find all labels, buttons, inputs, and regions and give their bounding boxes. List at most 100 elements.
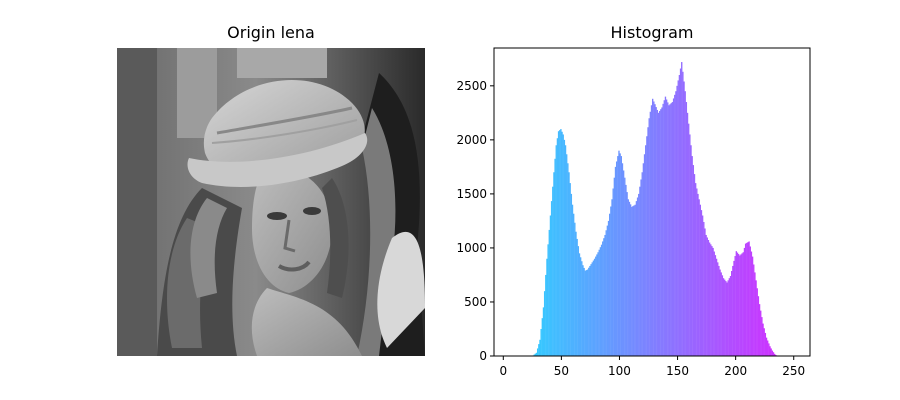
histogram-bar xyxy=(534,353,537,356)
histogram-bar xyxy=(689,134,691,356)
histogram-bar xyxy=(770,348,772,356)
histogram-bar xyxy=(715,258,718,356)
histogram-bar xyxy=(552,186,554,356)
histogram-bar xyxy=(611,199,613,356)
y-tick-label: 2000 xyxy=(456,133,487,147)
histogram-bar xyxy=(773,353,776,356)
histogram-bar xyxy=(560,129,562,356)
histogram-bar xyxy=(634,204,636,356)
histogram-bar xyxy=(669,104,671,356)
x-tick-label: 0 xyxy=(499,364,507,378)
histogram-bar xyxy=(600,244,603,356)
histogram-bar xyxy=(750,251,753,356)
histogram-bar xyxy=(722,278,725,356)
histogram-bar xyxy=(694,183,697,356)
histogram-bar xyxy=(613,177,616,356)
lena-grayscale-photo xyxy=(117,48,425,356)
histogram-bar xyxy=(604,234,606,356)
histogram-bar xyxy=(617,156,619,356)
histogram-bar xyxy=(631,206,633,356)
histogram-bar xyxy=(736,252,739,356)
histogram-bar xyxy=(607,220,610,356)
histogram-bar xyxy=(685,102,688,356)
histogram-bar xyxy=(699,204,701,356)
histogram-bar xyxy=(618,150,620,356)
histogram-bar xyxy=(625,184,627,356)
histogram-bar xyxy=(575,231,577,356)
histogram-bar xyxy=(549,215,552,356)
histogram-bar xyxy=(609,213,611,356)
histogram-bar xyxy=(737,254,740,356)
histogram-bar xyxy=(682,71,684,356)
histogram-bar xyxy=(748,241,750,356)
histogram-bar xyxy=(661,107,663,356)
histogram-bar xyxy=(728,278,731,356)
histogram-bar xyxy=(627,199,629,356)
histogram-title: Histogram xyxy=(610,23,694,42)
histogram-bar xyxy=(538,344,540,356)
histogram-bar xyxy=(670,103,672,356)
y-tick-label: 1000 xyxy=(456,241,487,255)
histogram-bar xyxy=(598,249,600,356)
histogram-bar xyxy=(605,230,607,356)
histogram-bar xyxy=(706,237,708,356)
histogram-bar xyxy=(665,99,668,356)
histogram-bar xyxy=(658,111,661,356)
histogram-bar xyxy=(595,256,597,356)
histogram-bar xyxy=(767,340,769,356)
histogram-bar xyxy=(703,221,705,356)
histogram-bar xyxy=(762,323,764,356)
histogram-bar xyxy=(646,136,648,356)
histogram-bar xyxy=(693,174,696,356)
histogram-bar xyxy=(550,201,553,356)
histogram-bar xyxy=(588,267,590,356)
histogram-bar xyxy=(640,179,642,356)
histogram-bar xyxy=(547,244,549,356)
histogram-bar xyxy=(653,101,655,356)
histogram-bar xyxy=(668,105,670,356)
histogram-bar xyxy=(733,260,735,356)
histogram-bar xyxy=(760,310,762,356)
histogram-bar xyxy=(726,282,728,356)
histogram-bar xyxy=(674,94,676,356)
histogram-bar xyxy=(590,264,592,356)
histogram-bar xyxy=(628,201,631,356)
histogram-bar xyxy=(664,96,667,356)
histogram-bar xyxy=(732,265,734,356)
histogram-bar xyxy=(612,188,614,356)
histogram-bar xyxy=(684,91,686,356)
histogram-bar xyxy=(557,131,560,356)
histogram-bar xyxy=(753,264,755,356)
histogram-bar xyxy=(639,186,641,356)
histogram-bar xyxy=(597,252,599,356)
histogram-bar xyxy=(536,348,539,356)
histogram-bar xyxy=(573,213,575,356)
histogram-bar xyxy=(619,153,621,356)
histogram-bar xyxy=(563,139,566,356)
histogram-bar xyxy=(678,75,681,356)
histogram-bar xyxy=(586,269,589,356)
histogram-bar xyxy=(564,145,567,356)
histogram-bar xyxy=(701,215,704,356)
histogram-bar xyxy=(691,156,693,356)
histogram-bar xyxy=(643,154,646,356)
x-tick-label: 250 xyxy=(782,364,805,378)
axes-frame xyxy=(493,47,811,357)
histogram-bar xyxy=(739,255,741,356)
histogram-bar xyxy=(571,204,574,356)
histogram-bar xyxy=(667,102,669,356)
histogram-bar xyxy=(717,262,719,356)
histogram-bar xyxy=(656,109,659,356)
histogram-bar xyxy=(705,234,707,356)
histogram-bar xyxy=(672,98,675,357)
y-tick-label: 0 xyxy=(479,349,487,363)
histogram-bar xyxy=(583,267,585,356)
histogram-bar xyxy=(621,163,624,356)
histogram-bar xyxy=(543,291,546,356)
histogram-bar xyxy=(727,280,729,356)
histogram-bar xyxy=(579,257,582,356)
histogram-bar xyxy=(569,183,571,356)
histogram-bar xyxy=(626,192,628,356)
histogram-bar xyxy=(540,328,542,356)
histogram-bar xyxy=(576,238,578,356)
